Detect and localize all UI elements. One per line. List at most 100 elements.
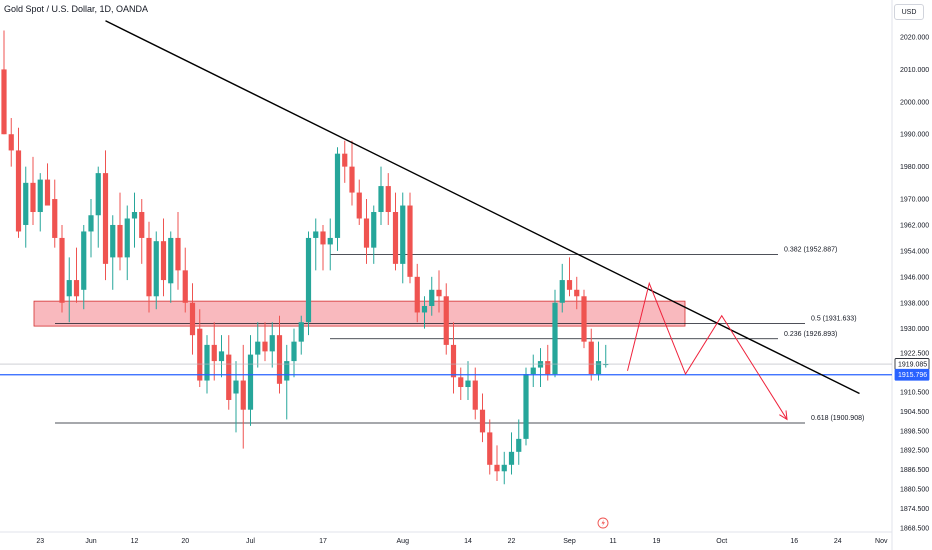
price-tick: 1954.000 — [900, 248, 929, 255]
price-tick: 1990.000 — [900, 132, 929, 139]
price-tick: 2010.000 — [900, 67, 929, 74]
time-tick: Nov — [875, 538, 888, 545]
candle-body — [88, 215, 94, 232]
fib-label: 0.618 (1900.908) — [811, 415, 864, 422]
candle-body — [110, 224, 116, 258]
candle-body — [530, 367, 536, 375]
candle-body — [291, 341, 297, 362]
support-price-badge-bg — [894, 368, 930, 381]
time-tick: 23 — [36, 538, 44, 545]
time-tick: Jun — [85, 538, 96, 545]
candle-body — [233, 380, 239, 394]
candle-body — [516, 438, 522, 452]
candle-body — [139, 212, 145, 238]
fib-label: 0.382 (1952.887) — [784, 247, 837, 254]
currency-button[interactable]: USD — [894, 4, 924, 20]
candle-body — [581, 296, 587, 342]
price-tick: 1904.500 — [900, 409, 929, 416]
chart-misc — [597, 517, 609, 529]
price-tick: 1930.000 — [900, 326, 929, 333]
fib-levels: 0.382 (1952.887) 0.5 (1931.633) 0.236 (192… — [55, 247, 864, 424]
candle-body — [262, 341, 268, 352]
drawing-lines — [0, 20, 892, 421]
candles — [1, 30, 609, 485]
price-tick: 1938.000 — [900, 300, 929, 307]
candle-body — [414, 276, 420, 313]
candle-body — [487, 432, 493, 465]
trend-line — [105, 20, 860, 395]
candle-body — [429, 289, 435, 306]
candle-body — [182, 270, 188, 303]
candle-body — [168, 237, 174, 284]
candle-body — [472, 380, 478, 410]
candle-body — [508, 451, 515, 465]
candle-body — [378, 186, 384, 213]
time-tick: Jul — [246, 538, 255, 545]
candle-body — [349, 166, 355, 193]
time-tick: 11 — [609, 538, 616, 545]
candle-body — [574, 289, 580, 297]
candle-body — [327, 237, 333, 245]
candle-body — [175, 237, 181, 271]
candle-body — [240, 380, 246, 410]
candle-body — [73, 280, 80, 297]
candle-body — [160, 241, 167, 281]
candle-body — [117, 224, 123, 258]
supply-zone-rect — [33, 300, 686, 327]
price-tick: 1946.000 — [900, 274, 929, 281]
price-tick: 2000.000 — [900, 99, 929, 106]
candle-body — [523, 374, 529, 439]
time-tick: Sep — [563, 538, 576, 545]
candle-body — [465, 380, 471, 388]
time-tick: 22 — [508, 538, 516, 545]
candle-body — [320, 231, 326, 245]
supply-zone — [33, 300, 686, 327]
candle-body — [269, 335, 275, 352]
candle-body — [247, 354, 254, 410]
fib-label: 0.5 (1931.633) — [811, 315, 857, 322]
price-tick: 1880.500 — [900, 487, 929, 494]
candle-body — [392, 212, 399, 264]
candle-body — [494, 464, 500, 472]
projection-path — [627, 281, 788, 420]
candle-body — [218, 351, 225, 362]
candle-body — [276, 335, 283, 384]
candle-body — [421, 305, 428, 313]
candle-body — [131, 212, 138, 219]
chart-grid — [0, 0, 893, 550]
candle-body — [284, 361, 290, 381]
candle-body — [407, 205, 413, 277]
candle-body — [81, 231, 87, 290]
candle-body — [443, 296, 449, 345]
candle-body — [124, 218, 130, 258]
candle-body — [44, 179, 51, 206]
time-tick: 19 — [653, 538, 661, 545]
candle-body — [342, 153, 348, 167]
candle-body — [595, 361, 602, 375]
candle-body — [603, 364, 609, 366]
candle-body — [566, 280, 573, 290]
candle-body — [400, 205, 406, 264]
time-tick: 24 — [834, 538, 842, 545]
time-tick: 12 — [131, 538, 139, 545]
time-tick: 14 — [464, 538, 472, 545]
price-tick: 1980.000 — [900, 164, 929, 171]
candle-body — [436, 289, 442, 297]
time-tick: Aug — [397, 538, 410, 545]
time-tick: 17 — [319, 538, 327, 545]
candle-body — [305, 237, 312, 323]
candle-body — [37, 179, 43, 213]
price-tick: 2020.000 — [900, 35, 929, 42]
projection-arrowhead — [779, 410, 788, 421]
candle-body — [479, 409, 486, 433]
candle-body — [197, 328, 203, 381]
price-tick: 1898.500 — [900, 428, 929, 435]
candle-body — [356, 192, 362, 219]
candle-body — [371, 212, 377, 248]
time-tick: 20 — [181, 538, 189, 545]
candle-body — [545, 361, 551, 375]
price-tick: 1868.500 — [900, 526, 929, 533]
price-tick: 1962.000 — [900, 222, 929, 229]
price-badges: 1919.085 1915.796 — [894, 358, 930, 381]
